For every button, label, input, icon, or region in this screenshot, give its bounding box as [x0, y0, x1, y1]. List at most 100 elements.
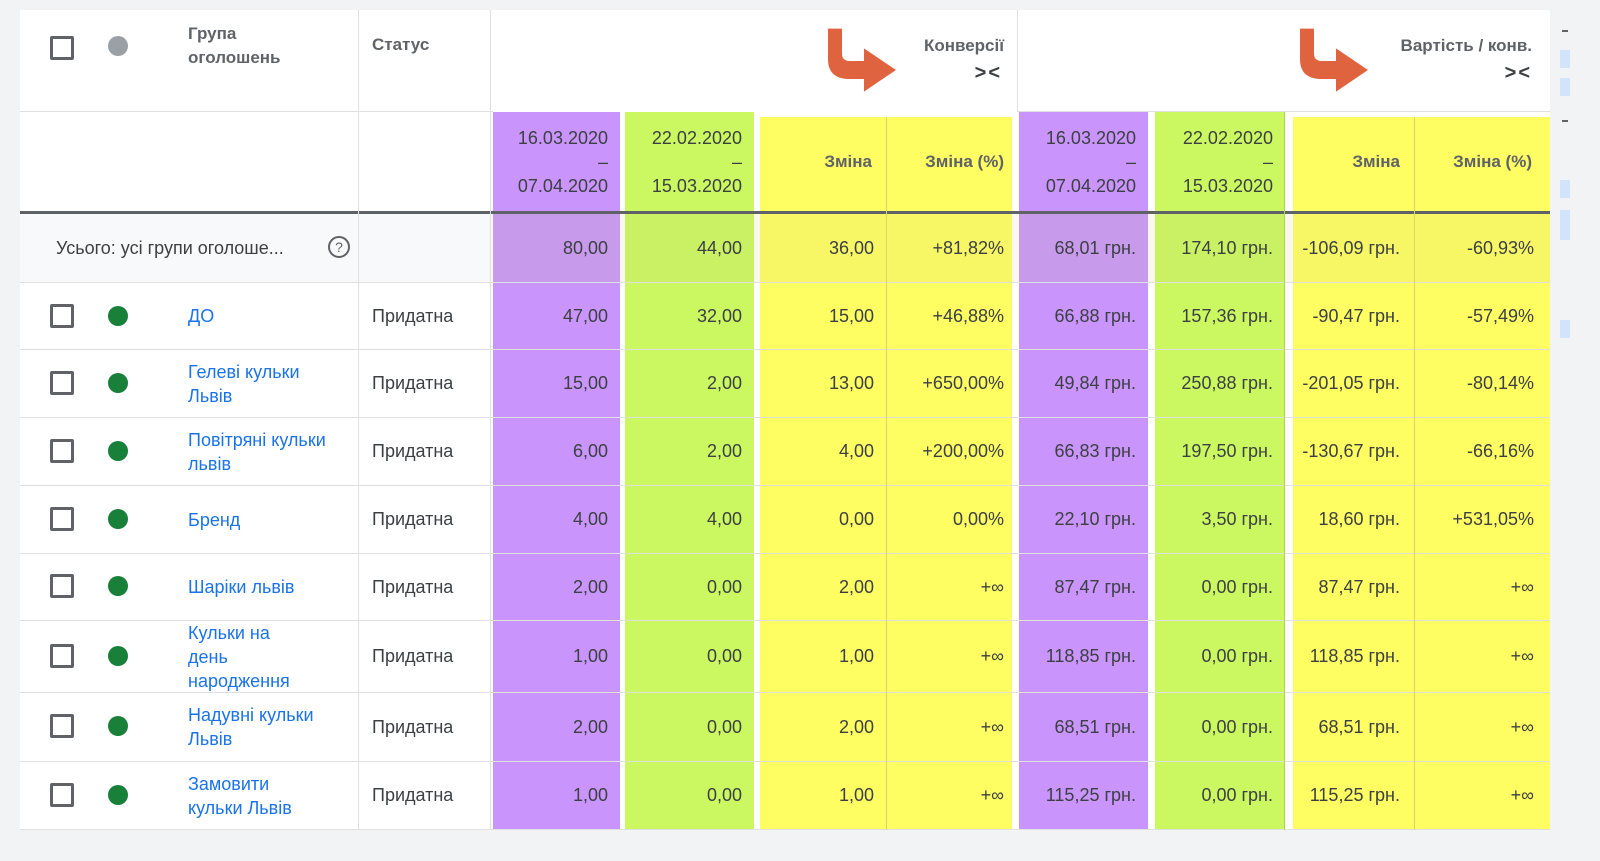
cost-change: 68,51 грн.: [1318, 716, 1400, 737]
conv-change-pct: +200,00%: [922, 441, 1004, 461]
cost-change-pct: +∞: [1510, 576, 1534, 597]
cost-previous: 0,00 грн.: [1201, 716, 1273, 737]
row-checkbox[interactable]: [50, 439, 74, 463]
cost-current-period-header[interactable]: 16.03.2020 – 07.04.2020: [1019, 126, 1148, 198]
status-enabled-dot-icon: [108, 509, 128, 529]
conv-change: 15,00: [828, 305, 874, 326]
period-end: 07.04.2020: [517, 176, 608, 196]
conv-previous: 2,00: [706, 441, 742, 461]
period-end: 15.03.2020: [1182, 176, 1273, 196]
cost-per-conv-collapse-icon[interactable]: ><: [1504, 62, 1532, 84]
conv-previous-period-header[interactable]: 22.02.2020 – 15.03.2020: [625, 126, 754, 198]
row-checkbox[interactable]: [50, 644, 74, 668]
row-checkbox[interactable]: [50, 574, 74, 598]
group-header-line1: Група: [188, 24, 237, 43]
cost-previous-period-header[interactable]: 22.02.2020 – 15.03.2020: [1155, 126, 1285, 198]
period-start: 16.03.2020: [1045, 128, 1136, 148]
cost-current: 49,84 грн.: [1054, 373, 1136, 393]
select-all-checkbox[interactable]: [50, 36, 74, 60]
conv-change-pct: +650,00%: [922, 373, 1004, 393]
ad-group-link[interactable]: Гелеві кульки Львів: [188, 361, 300, 406]
ad-group-link[interactable]: Шаріки львів: [188, 577, 295, 597]
conversions-collapse-icon[interactable]: ><: [974, 62, 1002, 84]
conv-change: 2,00: [838, 576, 874, 597]
conv-previous: 2,00: [706, 373, 742, 393]
ad-group-link[interactable]: Надувні кульки Львів: [188, 705, 314, 749]
ad-group-link[interactable]: Повітряні кульки львів: [188, 429, 326, 474]
col-divider: [886, 117, 887, 830]
summary-cost-current: 68,01 грн.: [1054, 237, 1136, 258]
conv-current-band: [493, 112, 620, 830]
row-checkbox[interactable]: [50, 507, 74, 531]
help-icon[interactable]: ?: [328, 236, 350, 258]
row-divider: [20, 417, 1550, 418]
status-enabled-dot-icon: [108, 716, 128, 736]
conv-change: 4,00: [838, 441, 874, 461]
cost-change-pct: -80,14%: [1466, 373, 1534, 393]
period-dash: –: [1125, 152, 1136, 172]
summary-row-bg: [20, 214, 493, 282]
ad-group-link[interactable]: Бренд: [188, 509, 241, 530]
cost-change: -90,47 грн.: [1312, 305, 1400, 326]
period-end: 07.04.2020: [1045, 176, 1136, 196]
row-checkbox[interactable]: [50, 371, 74, 395]
period-end: 15.03.2020: [651, 176, 742, 196]
conv-current: 4,00: [572, 509, 608, 529]
cost-change-pct-header[interactable]: Зміна (%): [1453, 152, 1532, 171]
col-divider: [1284, 112, 1285, 830]
conv-previous: 0,00: [706, 716, 742, 737]
status-filter-dot-icon: [108, 36, 128, 56]
cost-change-pct: +531,05%: [1452, 509, 1534, 529]
row-divider: [20, 829, 1550, 830]
conv-current: 1,00: [572, 785, 608, 805]
cost-change-band: [1293, 117, 1550, 830]
adjacent-panel-fragment: [1560, 30, 1600, 430]
conv-change-pct-header[interactable]: Зміна (%): [925, 152, 1004, 171]
status-column-header[interactable]: Статус: [372, 35, 430, 54]
conv-current: 47,00: [562, 305, 608, 326]
ad-group-link[interactable]: Замовити кульки Львів: [188, 773, 292, 818]
conv-change-pct: +46,88%: [932, 305, 1004, 326]
group-column-header[interactable]: Група оголошень: [188, 22, 281, 70]
cost-current: 87,47 грн.: [1054, 576, 1136, 597]
ad-group-link[interactable]: Кульки на день народження: [188, 622, 290, 691]
row-checkbox[interactable]: [50, 714, 74, 738]
conv-change: 13,00: [828, 373, 874, 393]
row-status: Придатна: [372, 646, 454, 666]
cost-current: 66,88 грн.: [1054, 305, 1136, 326]
cost-current: 68,51 грн.: [1054, 716, 1136, 737]
summary-row-tint: [493, 214, 1550, 282]
row-checkbox[interactable]: [50, 783, 74, 807]
header-divider-right: [1018, 111, 1550, 112]
conv-previous: 0,00: [706, 646, 742, 666]
conv-current: 15,00: [562, 373, 608, 393]
col-divider: [490, 10, 491, 830]
cost-previous: 3,50 грн.: [1201, 509, 1273, 529]
header-bottom-rule: [20, 211, 1550, 214]
cost-change: -201,05 грн.: [1302, 373, 1400, 393]
conv-previous: 0,00: [706, 785, 742, 805]
cost-change-header[interactable]: Зміна: [1352, 152, 1400, 171]
header-divider: [20, 111, 493, 112]
cost-previous: 157,36 грн.: [1181, 305, 1273, 326]
row-status: Придатна: [372, 509, 454, 529]
summary-cost-previous: 174,10 грн.: [1181, 237, 1273, 258]
row-status: Придатна: [372, 785, 454, 805]
cost-previous-band: [1155, 112, 1285, 830]
conversions-column-header[interactable]: Конверсії: [923, 36, 1004, 55]
cost-change-pct: +∞: [1510, 785, 1534, 805]
cost-per-conv-column-header[interactable]: Вартість / конв.: [1400, 36, 1532, 55]
cost-current-band: [1019, 112, 1148, 830]
period-start: 22.02.2020: [1182, 128, 1273, 148]
conv-current: 2,00: [572, 576, 608, 597]
row-divider: [20, 761, 1550, 762]
col-divider: [1017, 10, 1018, 112]
conv-current-period-header[interactable]: 16.03.2020 – 07.04.2020: [493, 126, 620, 198]
row-checkbox[interactable]: [50, 304, 74, 328]
conv-change-header[interactable]: Зміна: [824, 152, 872, 171]
period-dash: –: [597, 152, 608, 172]
cost-change: -130,67 грн.: [1302, 441, 1400, 461]
ad-group-link[interactable]: ДО: [188, 306, 215, 326]
col-divider: [358, 10, 359, 830]
status-enabled-dot-icon: [108, 785, 128, 805]
